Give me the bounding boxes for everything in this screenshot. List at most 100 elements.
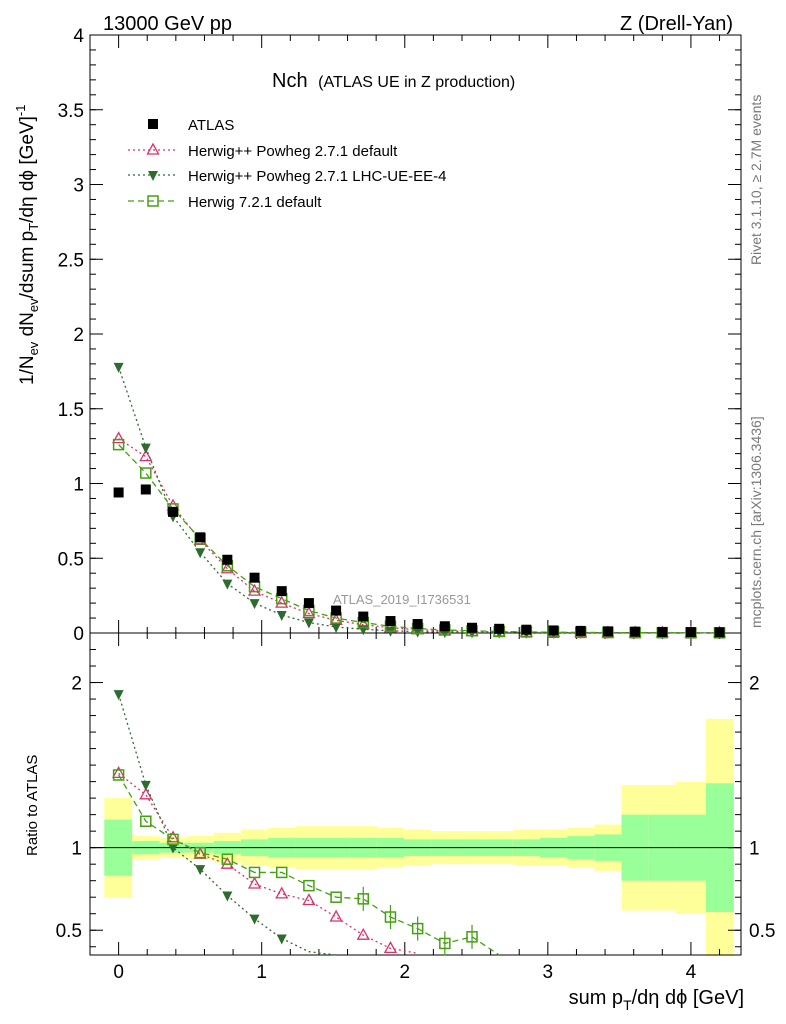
ylabel-g: /dη dϕ [GeV] xyxy=(17,116,38,223)
main-point-hpp_lhc xyxy=(412,627,423,638)
main-point-atlas xyxy=(657,626,668,637)
header-energy-label: 13000 GeV pp xyxy=(103,13,232,35)
ratio-point-hpp_lhc xyxy=(140,780,151,791)
ratio-point-hpp_lhc xyxy=(167,843,178,854)
ratio-point-hpp_lhc xyxy=(195,865,206,876)
legend-label-atlas: ATLAS xyxy=(188,117,234,134)
ratio-y-tick-label-right: 1 xyxy=(749,839,760,860)
ratio-point-hpp_lhc xyxy=(222,891,233,902)
ratio-y-axis-label: Ratio to ATLAS xyxy=(24,755,41,856)
ratio-point-h72 xyxy=(303,879,315,892)
ratio-y-tick-label: 1 xyxy=(71,839,82,860)
main-y-axis-label: 1/Nev dNev/dsum pT/dη dϕ [GeV]-1 xyxy=(13,105,41,386)
main-point-atlas xyxy=(575,625,586,636)
main-point-hpp_lhc xyxy=(303,618,314,629)
main-point-hpp_default xyxy=(112,431,126,444)
main-y-tick-label: 1.5 xyxy=(58,400,84,421)
ratio-point-hpp_lhc xyxy=(276,934,287,945)
main-point-atlas xyxy=(494,623,505,634)
ratio-y-tick-label: 2 xyxy=(71,674,82,695)
x-tick-label: 1 xyxy=(256,962,267,983)
main-point-hpp_lhc xyxy=(331,623,342,634)
main-point-hpp_lhc xyxy=(276,611,287,622)
ratio-point-h72 xyxy=(330,891,342,903)
main-point-atlas xyxy=(630,626,641,637)
ratio-y-tick-label-right: 0.5 xyxy=(749,921,775,942)
ratio-y-tick-label: 0.5 xyxy=(56,921,82,942)
main-point-hpp_lhc xyxy=(195,548,206,559)
main-y-tick-label: 3.5 xyxy=(58,101,84,122)
ratio-point-h72 xyxy=(384,911,397,923)
main-y-tick-label: 3 xyxy=(73,176,84,197)
x-tick-label: 3 xyxy=(543,962,554,983)
main-point-hpp_default xyxy=(220,561,234,574)
main-point-atlas xyxy=(195,532,206,543)
legend: ATLAS Herwig++ Powheg 2.7.1 default Herw… xyxy=(128,117,446,211)
ratio-point-hpp_default xyxy=(383,941,398,954)
ratio-point-hpp_lhc xyxy=(249,914,260,925)
main-point-hpp_default xyxy=(139,449,153,462)
legend-marker-hpp_lhc xyxy=(148,171,158,181)
main-point-atlas xyxy=(140,484,151,495)
main-point-atlas xyxy=(467,622,478,633)
ratio-point-h72 xyxy=(439,937,451,950)
ratio-point-h72 xyxy=(357,893,370,905)
main-point-atlas xyxy=(602,626,613,637)
ratio-point-hpp_default xyxy=(275,886,289,899)
ratio-point-h72 xyxy=(466,931,478,943)
main-point-atlas xyxy=(331,605,342,616)
ratio-point-hpp_default xyxy=(139,787,153,800)
main-point-atlas xyxy=(412,619,423,630)
ylabel-f: T xyxy=(26,223,41,231)
main-point-hpp_default xyxy=(302,606,316,619)
ratio-point-hpp_lhc xyxy=(113,690,124,701)
plot-title-main: Nch xyxy=(272,70,308,92)
header-process-label: Z (Drell-Yan) xyxy=(620,13,733,35)
main-point-hpp_lhc xyxy=(222,579,233,590)
main-point-hpp_lhc xyxy=(140,443,151,454)
main-point-atlas xyxy=(167,506,178,517)
ratio-point-hpp_default xyxy=(356,927,370,940)
main-point-hpp_lhc xyxy=(358,625,369,636)
x-tick-label: 0 xyxy=(113,962,124,983)
ratio-y-tick-label-right: 2 xyxy=(749,674,760,695)
main-point-hpp_lhc xyxy=(249,599,260,610)
x-tick-label: 4 xyxy=(686,962,697,983)
ylabel-a: 1/N xyxy=(17,355,38,385)
ratio-point-h72 xyxy=(167,833,179,846)
main-point-hpp_lhc xyxy=(113,362,124,373)
ratio-point-h72 xyxy=(411,922,424,935)
legend-label-hpp-default: Herwig++ Powheg 2.7.1 default xyxy=(188,143,398,160)
x-axis-label: sum pT/dη dϕ [GeV] xyxy=(569,987,744,1013)
main-y-tick-label: 4 xyxy=(73,26,84,47)
main-point-atlas xyxy=(521,624,532,635)
ratio-point-hpp_default xyxy=(112,766,126,779)
ratio-point-hpp_default xyxy=(329,909,343,922)
x-tick-label: 2 xyxy=(399,962,410,983)
ylabel-h: -1 xyxy=(13,105,28,117)
xlabel-b: T xyxy=(623,997,632,1013)
legend-label-h72: Herwig 7.2.1 default xyxy=(188,194,322,211)
legend-marker-atlas xyxy=(148,119,158,129)
main-point-atlas xyxy=(685,627,696,638)
main-point-hpp_default xyxy=(275,595,289,608)
main-point-atlas xyxy=(276,586,287,597)
legend-label-hpp-lhc: Herwig++ Powheg 2.7.1 LHC-UE-EE-4 xyxy=(188,168,446,185)
legend-marker-h72 xyxy=(147,195,159,207)
ratio-point-h72 xyxy=(194,846,206,859)
rivet-version-label: Rivet 3.1.10, ≥ 2.7M events xyxy=(748,95,764,265)
main-point-atlas xyxy=(385,616,396,627)
ratio-point-h72 xyxy=(248,866,261,879)
xlabel-a: sum p xyxy=(569,987,623,1009)
ylabel-b: ev xyxy=(26,341,41,355)
main-point-atlas xyxy=(714,627,725,638)
main-y-tick-label: 0 xyxy=(73,624,84,645)
ylabel-d: ev xyxy=(26,298,41,312)
main-series-group xyxy=(112,362,727,639)
main-point-atlas xyxy=(439,621,450,632)
ratio-uncertainty-bands xyxy=(90,718,741,955)
plot-title: Nch (ATLAS UE in Z production) xyxy=(272,70,515,92)
ylabel-e: /dsum p xyxy=(17,231,38,299)
main-point-atlas xyxy=(249,572,260,583)
